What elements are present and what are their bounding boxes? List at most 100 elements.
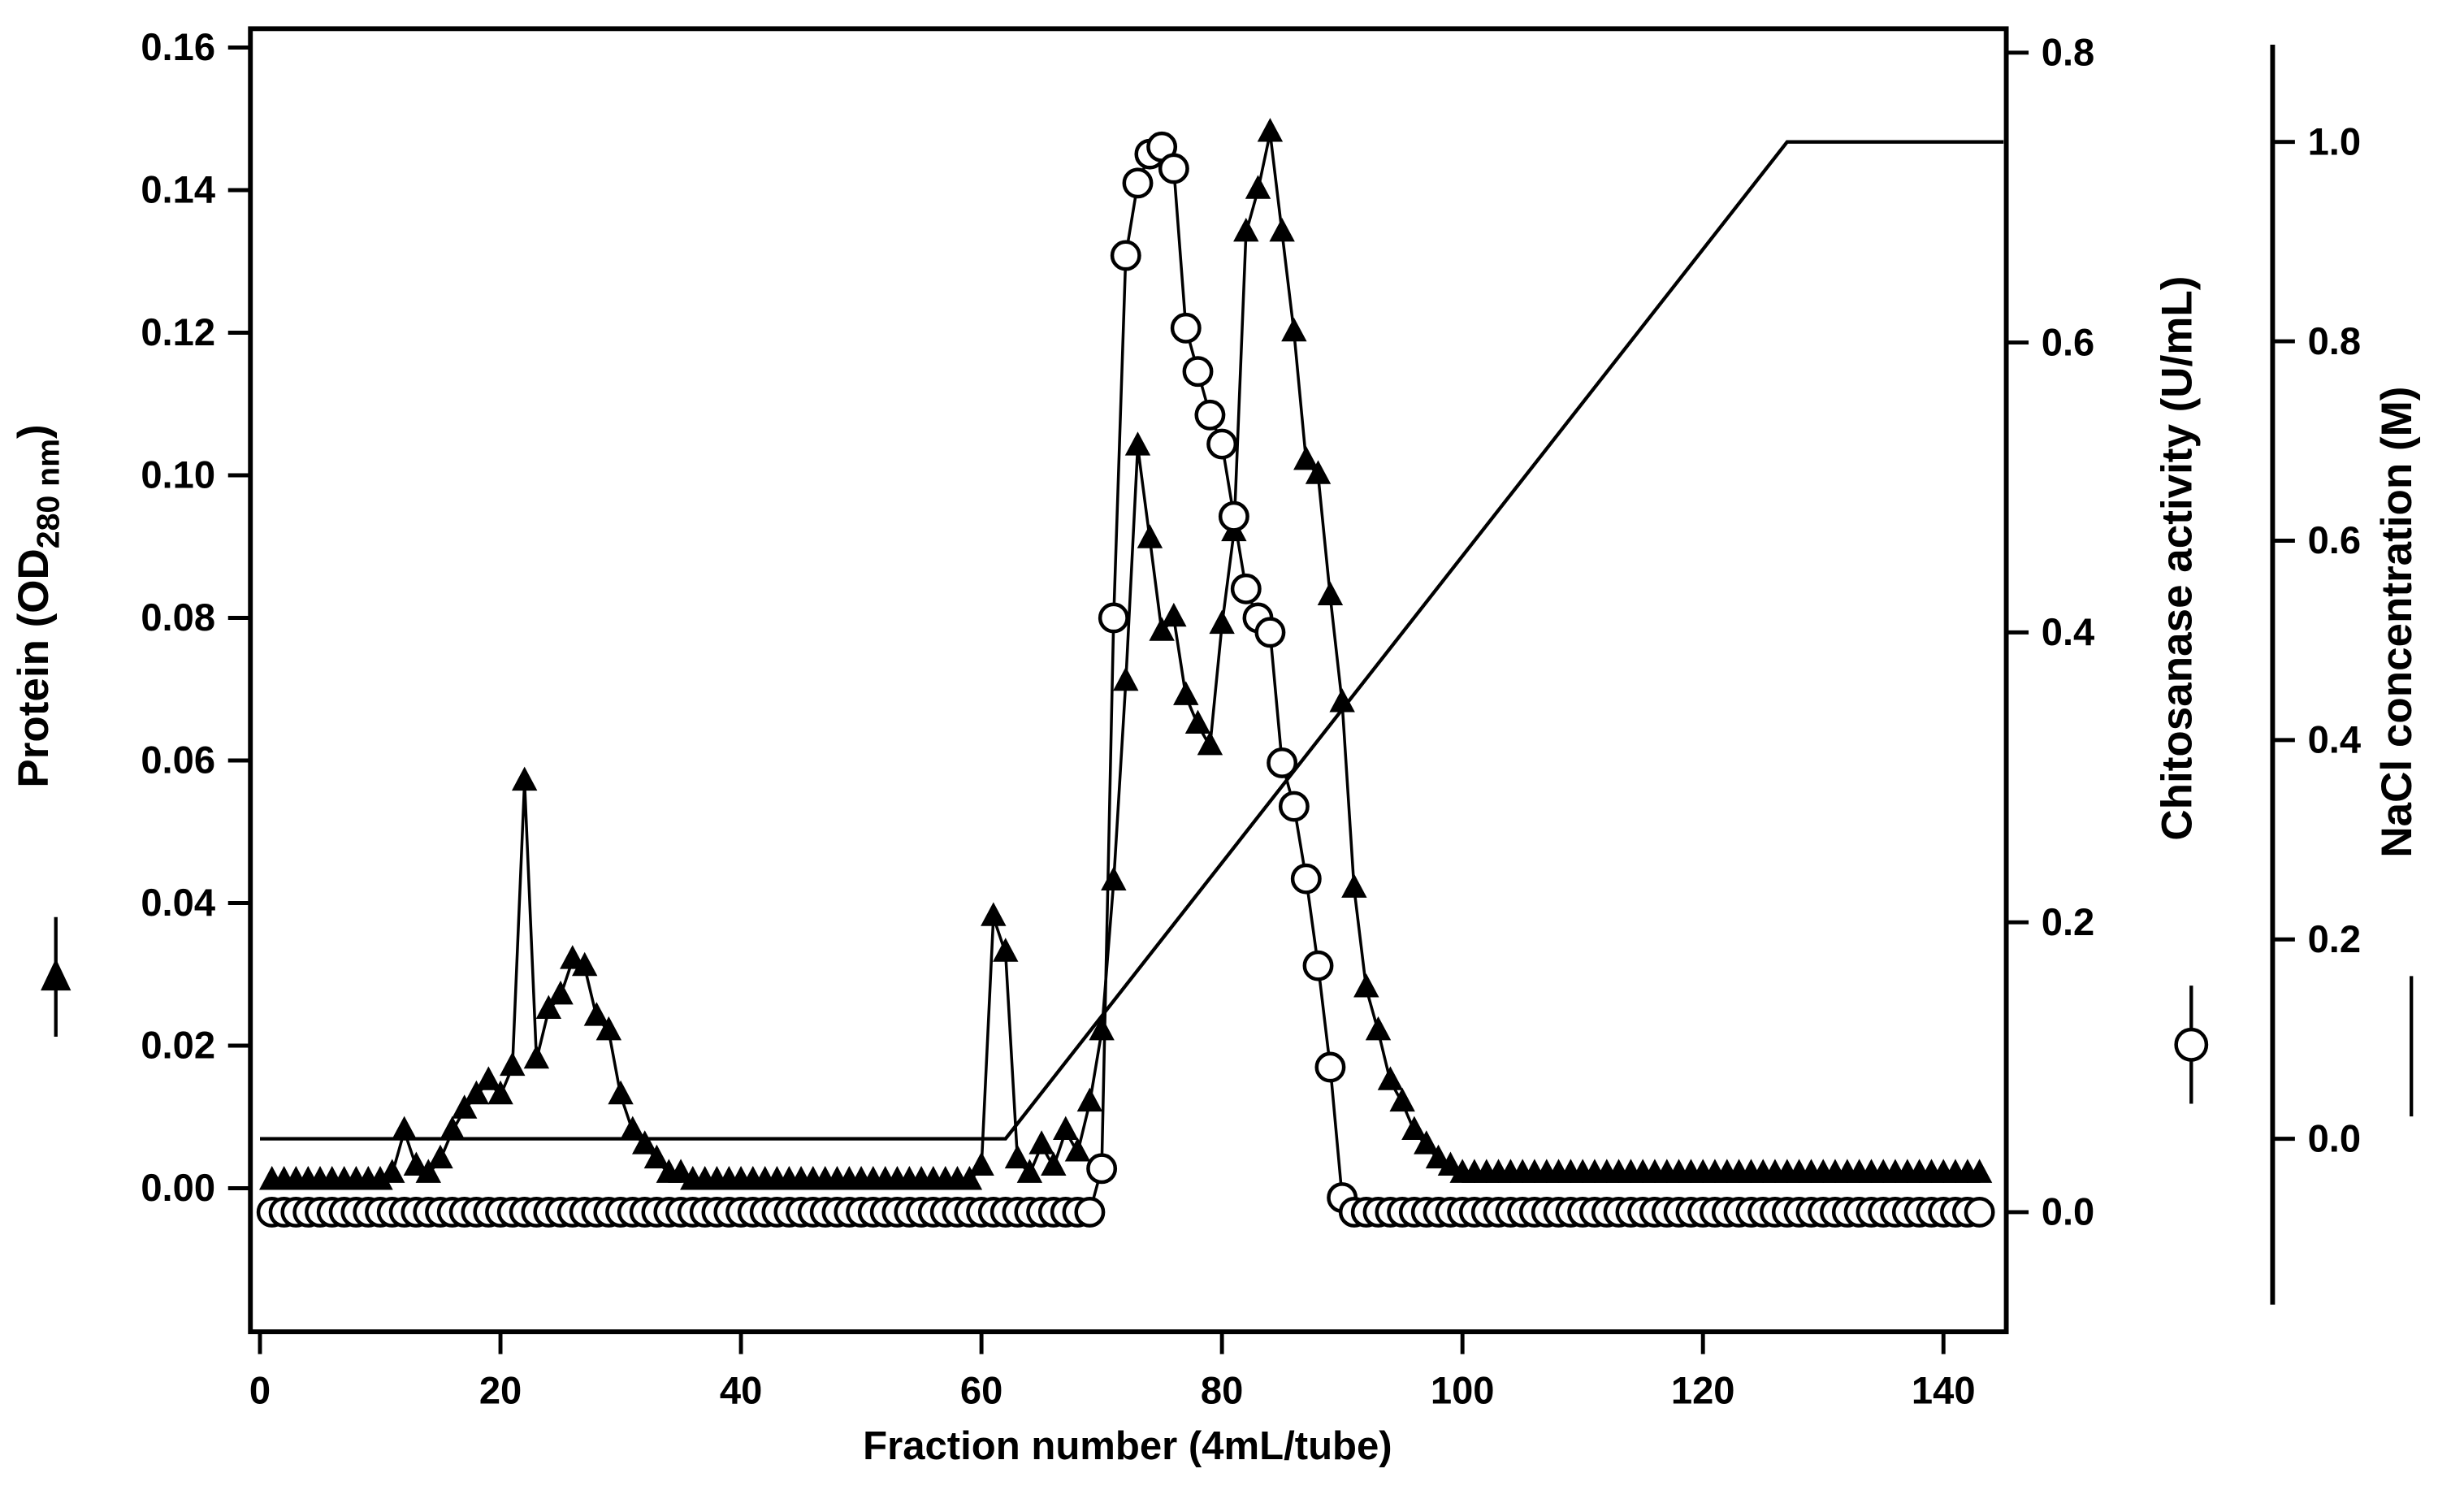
- protein-tick-label: 0.12: [141, 310, 215, 353]
- nacl-tick-label: 1.0: [2308, 119, 2362, 162]
- filled-triangle-marker: [500, 1051, 526, 1077]
- filled-triangle-marker: [1389, 1087, 1415, 1112]
- filled-triangle-marker: [1966, 1159, 1993, 1183]
- open-circle-marker: [1230, 573, 1262, 604]
- x-tick-label: 80: [1201, 1369, 1243, 1412]
- open-circle-marker: [1267, 747, 1298, 778]
- open-circle-marker: [1170, 312, 1202, 344]
- chart-content: 0 20 40 60 80 100 120 1400.000.020.040.060.080.…: [141, 25, 2361, 1411]
- filled-triangle-marker: [1341, 873, 1367, 898]
- filled-triangle-marker: [993, 938, 1019, 962]
- filled-triangle-marker: [1124, 431, 1151, 456]
- filled-triangle-marker: [535, 994, 562, 1020]
- filled-triangle-marker: [548, 980, 574, 1005]
- protein-axis: 0.00 0.02 0.04 0.06 0.08 0.10 0.12 0.14 0.16: [141, 25, 251, 1209]
- filled-triangle-marker: [1353, 973, 1379, 998]
- protein-axis-title-main: Protein (OD: [10, 548, 58, 787]
- filled-triangle-marker: [1329, 688, 1355, 713]
- filled-triangle-marker: [1245, 175, 1271, 199]
- protein-tick-label: 0.00: [141, 1166, 215, 1209]
- filled-triangle-marker: [523, 1044, 550, 1069]
- x-tick-label: 60: [960, 1369, 1002, 1412]
- filled-triangle-marker: [1089, 1016, 1115, 1041]
- open-circle-icon: [2174, 1027, 2209, 1062]
- x-axis: 0 20 40 60 80 100 120 140: [249, 1332, 1976, 1412]
- filled-triangle-marker: [1184, 709, 1211, 734]
- filled-triangle-marker: [631, 1130, 658, 1155]
- filled-triangle-marker: [1197, 730, 1223, 756]
- filled-triangle-marker: [1365, 1016, 1392, 1041]
- chitosanase-tick-label: 0.2: [2042, 900, 2095, 943]
- chitosanase-axis-title: Chitosanase activity (U/mL): [2153, 276, 2201, 841]
- filled-triangle-marker: [379, 1159, 405, 1183]
- filled-triangle-marker: [571, 951, 598, 977]
- protein-series: [259, 118, 1993, 1190]
- open-circle-marker: [1086, 1153, 1118, 1185]
- protein-tick-label: 0.04: [141, 881, 215, 924]
- open-circle-marker: [1194, 399, 1226, 431]
- filled-triangle-marker: [367, 1166, 393, 1190]
- open-circle-marker: [1254, 617, 1286, 648]
- filled-triangle-marker: [1004, 1144, 1031, 1169]
- open-circle-marker: [1110, 240, 1141, 271]
- chitosanase-tick-label: 0.6: [2042, 320, 2095, 363]
- filled-triangle-marker: [1317, 581, 1344, 605]
- filled-triangle-marker: [981, 902, 1007, 926]
- open-circle-marker: [1206, 428, 1238, 460]
- open-circle-marker: [1278, 791, 1310, 822]
- filled-triangle-marker: [1161, 602, 1187, 627]
- protein-tick-label: 0.06: [141, 739, 215, 782]
- filled-triangle-marker: [595, 1016, 622, 1041]
- filled-triangle-marker: [1016, 1159, 1043, 1183]
- x-tick-label: 140: [1912, 1369, 1976, 1412]
- filled-triangle-marker: [1305, 460, 1332, 484]
- filled-triangle-marker: [1137, 524, 1163, 548]
- filled-triangle-marker: [1414, 1130, 1440, 1155]
- nacl-tick-label: 0.6: [2308, 518, 2362, 561]
- filled-triangle-marker: [451, 1094, 478, 1119]
- filled-triangle-marker: [391, 1116, 418, 1141]
- filled-triangle-marker: [475, 1066, 502, 1090]
- open-circle-marker: [1302, 950, 1334, 981]
- nacl-axis: 0.0 0.2 0.4 0.6 0.8 1.0: [2272, 119, 2361, 1159]
- filled-triangle-marker: [620, 1116, 646, 1141]
- filled-triangle-marker: [1101, 866, 1127, 890]
- open-circle-marker: [1314, 1051, 1346, 1083]
- chitosanase-series-legend: [2174, 986, 2209, 1104]
- filled-triangle-marker: [1173, 681, 1199, 705]
- nacl-axis-title: NaCl concentration (M): [2373, 387, 2421, 858]
- open-circle-marker: [1964, 1196, 1995, 1228]
- filled-triangle-marker: [643, 1144, 670, 1169]
- filled-triangle-marker: [415, 1159, 442, 1183]
- filled-triangle-marker: [511, 766, 538, 791]
- filled-triangle-marker: [1293, 445, 1319, 470]
- filled-triangle-marker: [427, 1144, 453, 1169]
- x-tick-label: 20: [479, 1369, 522, 1412]
- chitosanase-tick-label: 0.4: [2042, 610, 2095, 653]
- filled-triangle-marker: [608, 1080, 634, 1105]
- filled-triangle-marker: [1209, 609, 1235, 635]
- x-tick-label: 120: [1671, 1369, 1735, 1412]
- x-axis-title: Fraction number (4mL/tube): [863, 1424, 1392, 1468]
- protein-tick-label: 0.14: [141, 168, 215, 211]
- filled-triangle-marker: [956, 1166, 983, 1190]
- filled-triangle-marker: [1233, 217, 1259, 242]
- filled-triangle-marker: [1113, 666, 1139, 691]
- open-circle-marker: [1122, 167, 1154, 199]
- filled-triangle-marker: [1377, 1066, 1404, 1090]
- open-circle-marker: [1182, 356, 1214, 388]
- filled-triangle-marker: [1053, 1116, 1079, 1141]
- filled-triangle-marker: [1401, 1116, 1427, 1141]
- protein-tick-label: 0.16: [141, 25, 215, 68]
- filled-triangle-marker: [1028, 1130, 1054, 1155]
- x-tick-label: 40: [720, 1369, 762, 1412]
- filled-triangle-marker: [1281, 317, 1307, 342]
- protein-tick-label: 0.10: [141, 453, 215, 496]
- chitosanase-series: [256, 131, 1995, 1228]
- protein-axis-title-close: ): [10, 424, 58, 439]
- filled-triangle-marker: [968, 1151, 994, 1176]
- protein-tick-label: 0.08: [141, 596, 215, 639]
- nacl-series-line: [260, 140, 2004, 1141]
- nacl-tick-label: 0.8: [2308, 319, 2362, 362]
- plot-frame: [248, 26, 2009, 1335]
